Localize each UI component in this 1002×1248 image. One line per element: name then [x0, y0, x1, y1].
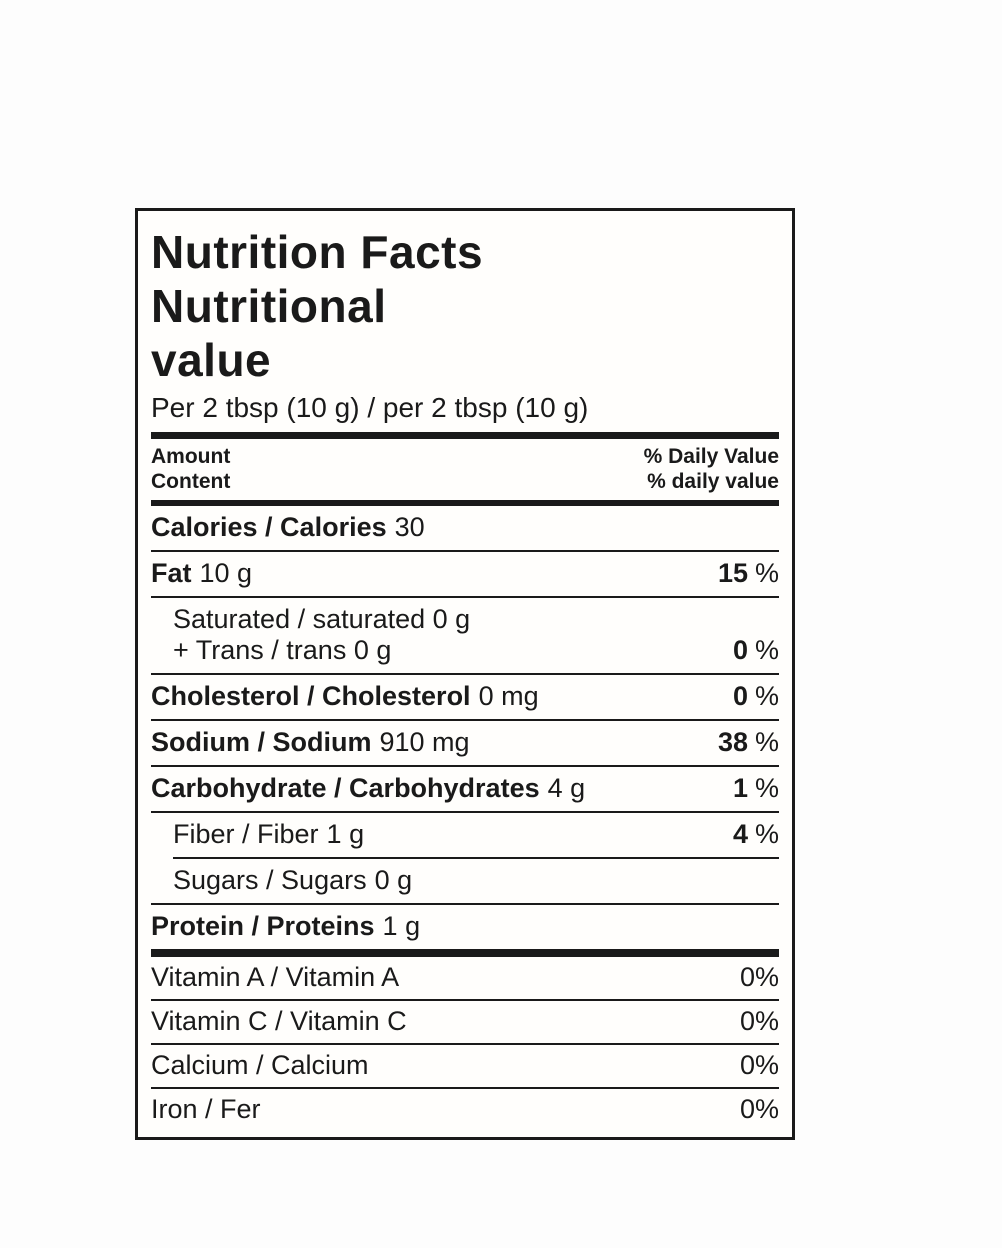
- vitamin-c-daily-value: 0%: [739, 1006, 779, 1036]
- iron-daily-value: 0%: [739, 1094, 779, 1124]
- fat-name: Fat 10 g: [151, 558, 253, 588]
- thick-bar-top: [151, 432, 779, 439]
- sodium-name: Sodium / Sodium 910 mg: [151, 727, 470, 757]
- row-cholesterol: Cholesterol / Cholesterol 0 mg 0%: [151, 675, 779, 719]
- row-calcium: Calcium / Calcium 0%: [151, 1045, 779, 1087]
- header-amount-line-1: Amount: [151, 445, 231, 468]
- row-sugars: Sugars / Sugars 0 g: [151, 859, 779, 903]
- saturated-trans-name: Saturated / saturated 0 g + Trans / tran…: [151, 604, 470, 666]
- saturated-line: Saturated / saturated 0 g: [173, 604, 471, 634]
- vitamin-a-daily-value: 0%: [739, 962, 779, 992]
- cholesterol-name: Cholesterol / Cholesterol 0 mg: [151, 681, 539, 711]
- row-vitamin-a: Vitamin A / Vitamin A 0%: [151, 957, 779, 999]
- fiber-amount: 1 g: [326, 819, 365, 849]
- cholesterol-amount: 0 mg: [478, 681, 539, 711]
- divider: [151, 765, 779, 767]
- fat-amount: 10 g: [199, 558, 253, 588]
- divider: [151, 903, 779, 905]
- calories-name: Calories / Calories 30: [151, 512, 425, 542]
- divider: [151, 1043, 779, 1045]
- header-dv-line-1: % Daily Value: [643, 445, 779, 468]
- divider: [151, 550, 779, 552]
- protein-name: Protein / Proteins 1 g: [151, 911, 421, 941]
- divider: [151, 719, 779, 721]
- carbohydrate-name: Carbohydrate / Carbohydrates 4 g: [151, 773, 586, 803]
- row-fiber: Fiber / Fiber 1 g 4%: [151, 813, 779, 857]
- label-title-line-1: Nutrition Facts: [151, 226, 484, 278]
- calcium-daily-value: 0%: [739, 1050, 779, 1080]
- iron-name: Iron / Fer: [151, 1094, 261, 1124]
- header-amount-line-2: Content: [151, 470, 231, 493]
- divider-indented: [173, 857, 779, 859]
- serving-size: Per 2 tbsp (10 g) / per 2 tbsp (10 g): [151, 392, 589, 423]
- label-title-line-3: value: [151, 334, 272, 386]
- fiber-daily-value: 4%: [732, 819, 779, 849]
- column-header: Amount Content % Daily Value % daily val…: [151, 439, 779, 500]
- sodium-amount: 910 mg: [379, 727, 470, 757]
- carbohydrate-daily-value: 1%: [732, 773, 779, 803]
- row-fat: Fat 10 g 15%: [151, 552, 779, 596]
- row-calories: Calories / Calories 30: [151, 506, 779, 550]
- header-amount: Amount Content: [151, 444, 230, 494]
- row-carbohydrate: Carbohydrate / Carbohydrates 4 g 1%: [151, 767, 779, 811]
- divider: [151, 999, 779, 1001]
- fiber-name: Fiber / Fiber 1 g: [173, 819, 365, 849]
- divider: [151, 1087, 779, 1089]
- divider: [151, 673, 779, 675]
- divider: [151, 596, 779, 598]
- carbohydrate-amount: 4 g: [547, 773, 586, 803]
- vitamin-c-name: Vitamin C / Vitamin C: [151, 1006, 407, 1036]
- vitamin-a-name: Vitamin A / Vitamin A: [151, 962, 400, 992]
- row-saturated-trans: Saturated / saturated 0 g + Trans / tran…: [151, 598, 779, 673]
- thick-bar-above-micronutrients: [151, 949, 779, 957]
- row-vitamin-c: Vitamin C / Vitamin C 0%: [151, 1001, 779, 1043]
- divider: [151, 811, 779, 813]
- saturated-trans-daily-value: 0%: [732, 635, 779, 665]
- label-title: Nutrition Facts Nutritional value: [151, 225, 779, 387]
- label-title-line-2: Nutritional: [151, 280, 387, 332]
- cholesterol-daily-value: 0%: [732, 681, 779, 711]
- calcium-name: Calcium / Calcium: [151, 1050, 369, 1080]
- trans-line: + Trans / trans 0 g: [173, 635, 392, 665]
- row-protein: Protein / Proteins 1 g: [151, 905, 779, 949]
- row-sodium: Sodium / Sodium 910 mg 38%: [151, 721, 779, 765]
- calories-value: 30: [394, 512, 425, 542]
- nutrition-label: Nutrition Facts Nutritional value Per 2 …: [135, 208, 795, 1140]
- protein-amount: 1 g: [382, 911, 421, 941]
- thick-bar-under-header: [151, 500, 779, 506]
- row-iron: Iron / Fer 0%: [151, 1089, 779, 1131]
- sodium-daily-value: 38%: [717, 727, 779, 757]
- sugars-name: Sugars / Sugars 0 g: [173, 865, 413, 895]
- header-dv-line-2: % daily value: [647, 470, 779, 493]
- header-daily-value: % Daily Value % daily value: [644, 444, 779, 494]
- sugars-amount: 0 g: [374, 865, 413, 895]
- fat-daily-value: 15%: [717, 558, 779, 588]
